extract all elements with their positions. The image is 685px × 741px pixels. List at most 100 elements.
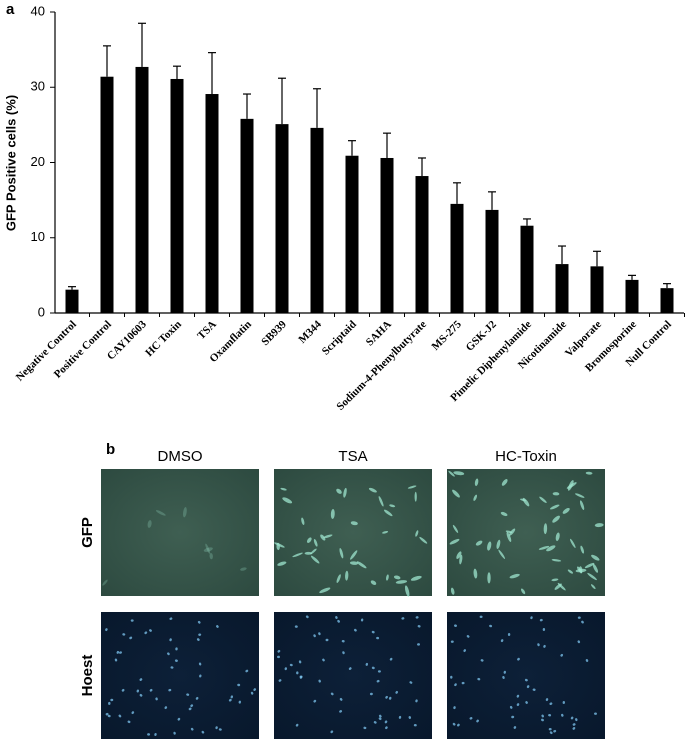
cell	[325, 638, 329, 642]
cell	[368, 487, 377, 493]
cell	[319, 587, 331, 594]
cell	[175, 647, 178, 651]
cell	[209, 552, 213, 560]
cell	[409, 681, 413, 684]
cell	[415, 616, 419, 619]
cell	[139, 693, 143, 697]
cell	[552, 492, 560, 496]
cell	[370, 580, 377, 586]
cell	[393, 575, 401, 580]
cell	[108, 701, 111, 705]
cell	[577, 616, 581, 619]
cell	[473, 494, 478, 501]
cell	[371, 630, 375, 634]
cell	[543, 644, 546, 648]
cell	[552, 515, 560, 523]
cell	[253, 688, 257, 691]
cell	[479, 615, 483, 619]
cell	[373, 721, 377, 724]
cell	[105, 628, 108, 632]
cell	[456, 551, 462, 559]
cell	[345, 570, 349, 581]
cell	[567, 569, 574, 574]
cell	[215, 726, 218, 730]
cell	[313, 699, 317, 703]
cell	[452, 722, 456, 726]
cell	[591, 554, 600, 561]
cell	[360, 618, 364, 622]
cell	[190, 704, 194, 708]
cell	[205, 543, 211, 554]
cell	[114, 658, 118, 662]
cell	[548, 727, 552, 731]
row-label: Hoest	[79, 655, 96, 697]
cell	[386, 574, 389, 581]
cell	[365, 662, 369, 666]
panel-label: b	[106, 441, 115, 458]
error-bar	[68, 286, 76, 290]
cell	[389, 504, 396, 508]
cell	[376, 636, 380, 640]
cell	[526, 685, 530, 689]
cell	[498, 549, 506, 559]
cell	[155, 510, 166, 516]
cell	[318, 679, 321, 683]
cell	[295, 723, 299, 727]
cell	[395, 690, 398, 694]
cell	[147, 733, 151, 736]
cell	[301, 517, 305, 526]
cell	[417, 625, 421, 628]
cell	[330, 730, 334, 734]
cell	[284, 667, 288, 671]
cell	[522, 497, 530, 507]
cell	[587, 572, 597, 581]
cell	[395, 580, 408, 584]
error-bar	[488, 191, 496, 210]
cell	[118, 714, 122, 718]
cell	[167, 652, 170, 656]
micrograph	[274, 469, 432, 596]
cell	[417, 643, 420, 646]
bar	[660, 288, 674, 313]
cell	[419, 536, 428, 544]
cell	[342, 651, 345, 655]
cell	[245, 669, 249, 673]
cell	[569, 538, 576, 548]
cell	[496, 539, 501, 550]
cell	[369, 692, 373, 696]
cell	[139, 678, 143, 681]
error-bar	[523, 218, 531, 226]
cell	[330, 509, 335, 519]
cell	[216, 625, 219, 628]
cell	[343, 487, 347, 498]
cell	[376, 679, 380, 683]
cell	[500, 639, 504, 643]
cell	[555, 532, 560, 542]
cell	[476, 719, 479, 723]
cell	[520, 588, 526, 595]
cell	[459, 554, 463, 565]
cell	[304, 551, 313, 555]
cell	[477, 677, 481, 681]
cell	[530, 616, 533, 620]
cell	[453, 471, 465, 476]
cell	[383, 509, 393, 517]
x-tick-label: GSK-J2	[464, 318, 500, 354]
cell	[277, 561, 287, 566]
cell	[543, 523, 548, 535]
cell	[407, 485, 417, 489]
cell	[296, 671, 299, 675]
cell	[339, 698, 343, 701]
cell	[377, 670, 381, 673]
cell	[197, 620, 201, 624]
cell	[339, 710, 343, 713]
cell	[348, 667, 352, 670]
cell	[542, 628, 546, 631]
cell	[169, 617, 173, 620]
bar	[590, 266, 604, 313]
x-tick-label: TSA	[195, 318, 219, 342]
error-bar	[103, 45, 111, 77]
error-bar	[418, 157, 426, 177]
cell	[553, 729, 557, 733]
